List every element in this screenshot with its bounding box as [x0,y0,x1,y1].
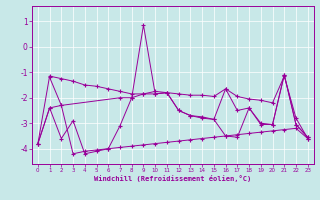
X-axis label: Windchill (Refroidissement éolien,°C): Windchill (Refroidissement éolien,°C) [94,175,252,182]
